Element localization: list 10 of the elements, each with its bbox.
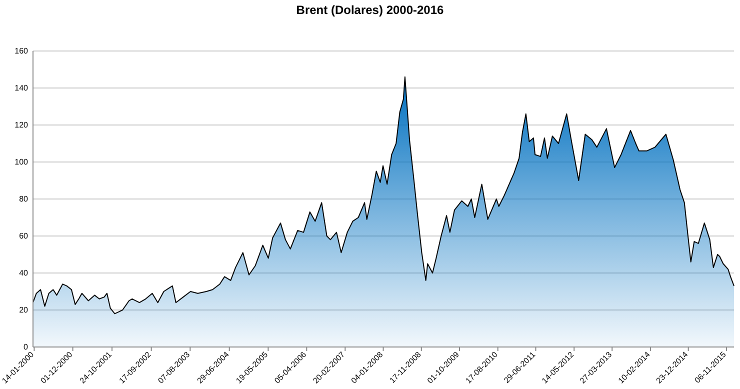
y-tick-label: 80: [19, 194, 29, 204]
y-tick-label: 0: [24, 342, 29, 352]
y-tick-label: 60: [19, 232, 29, 241]
y-tick-label: 100: [14, 158, 29, 167]
y-tick-label: 20: [19, 306, 29, 315]
y-tick-label: 40: [19, 268, 29, 278]
y-tick-label: 160: [14, 46, 29, 56]
y-tick-label: 120: [14, 120, 29, 130]
y-tick-label: 140: [14, 84, 29, 93]
chart-title: Brent (Dolares) 2000-2016: [296, 3, 444, 17]
